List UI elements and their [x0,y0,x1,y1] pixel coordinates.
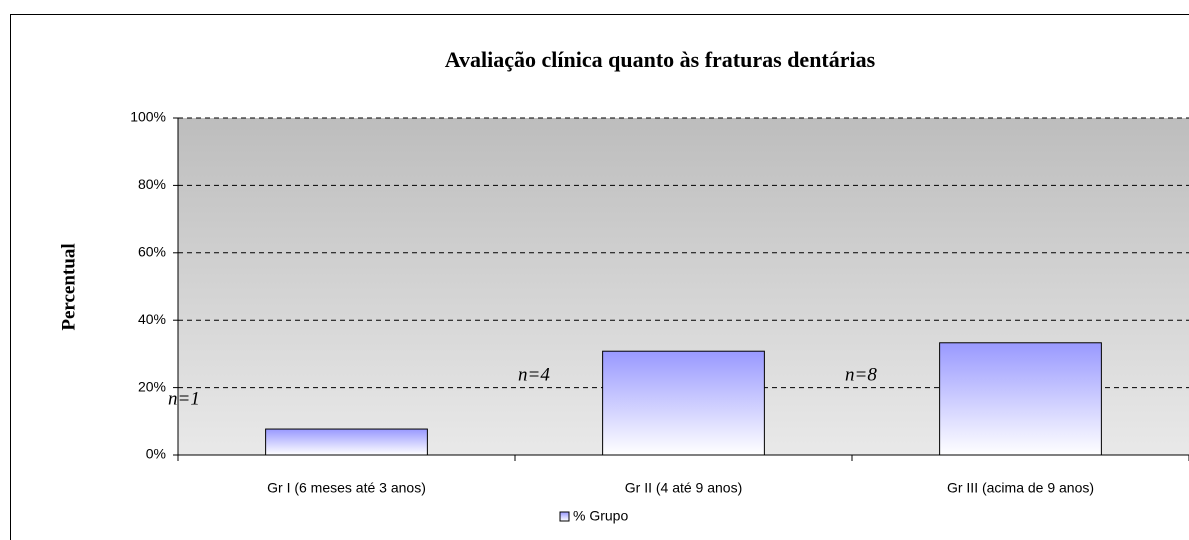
bar [939,342,1102,456]
chart-title: Avaliação clínica quanto às fraturas den… [445,47,876,72]
y-tick-label: 60% [138,244,166,260]
annotation: n=1 [168,388,200,409]
x-tick-label: Gr II (4 até 9 anos) [625,480,743,496]
y-axis-label: Percentual [58,243,79,330]
y-tick-label: 80% [138,176,166,192]
y-tick-label: 100% [130,109,166,125]
x-tick-label: Gr I (6 meses até 3 anos) [267,480,426,496]
x-tick-label: Gr III (acima de 9 anos) [947,480,1094,496]
y-tick-label: 40% [138,311,166,327]
bar [602,350,765,456]
annotation: n=4 [518,364,550,385]
legend-swatch [559,511,570,522]
legend-label: % Grupo [573,508,628,524]
annotation: n=8 [845,364,877,385]
bar [265,428,428,456]
y-tick-label: 20% [138,378,166,394]
y-tick-label: 0% [146,446,166,462]
